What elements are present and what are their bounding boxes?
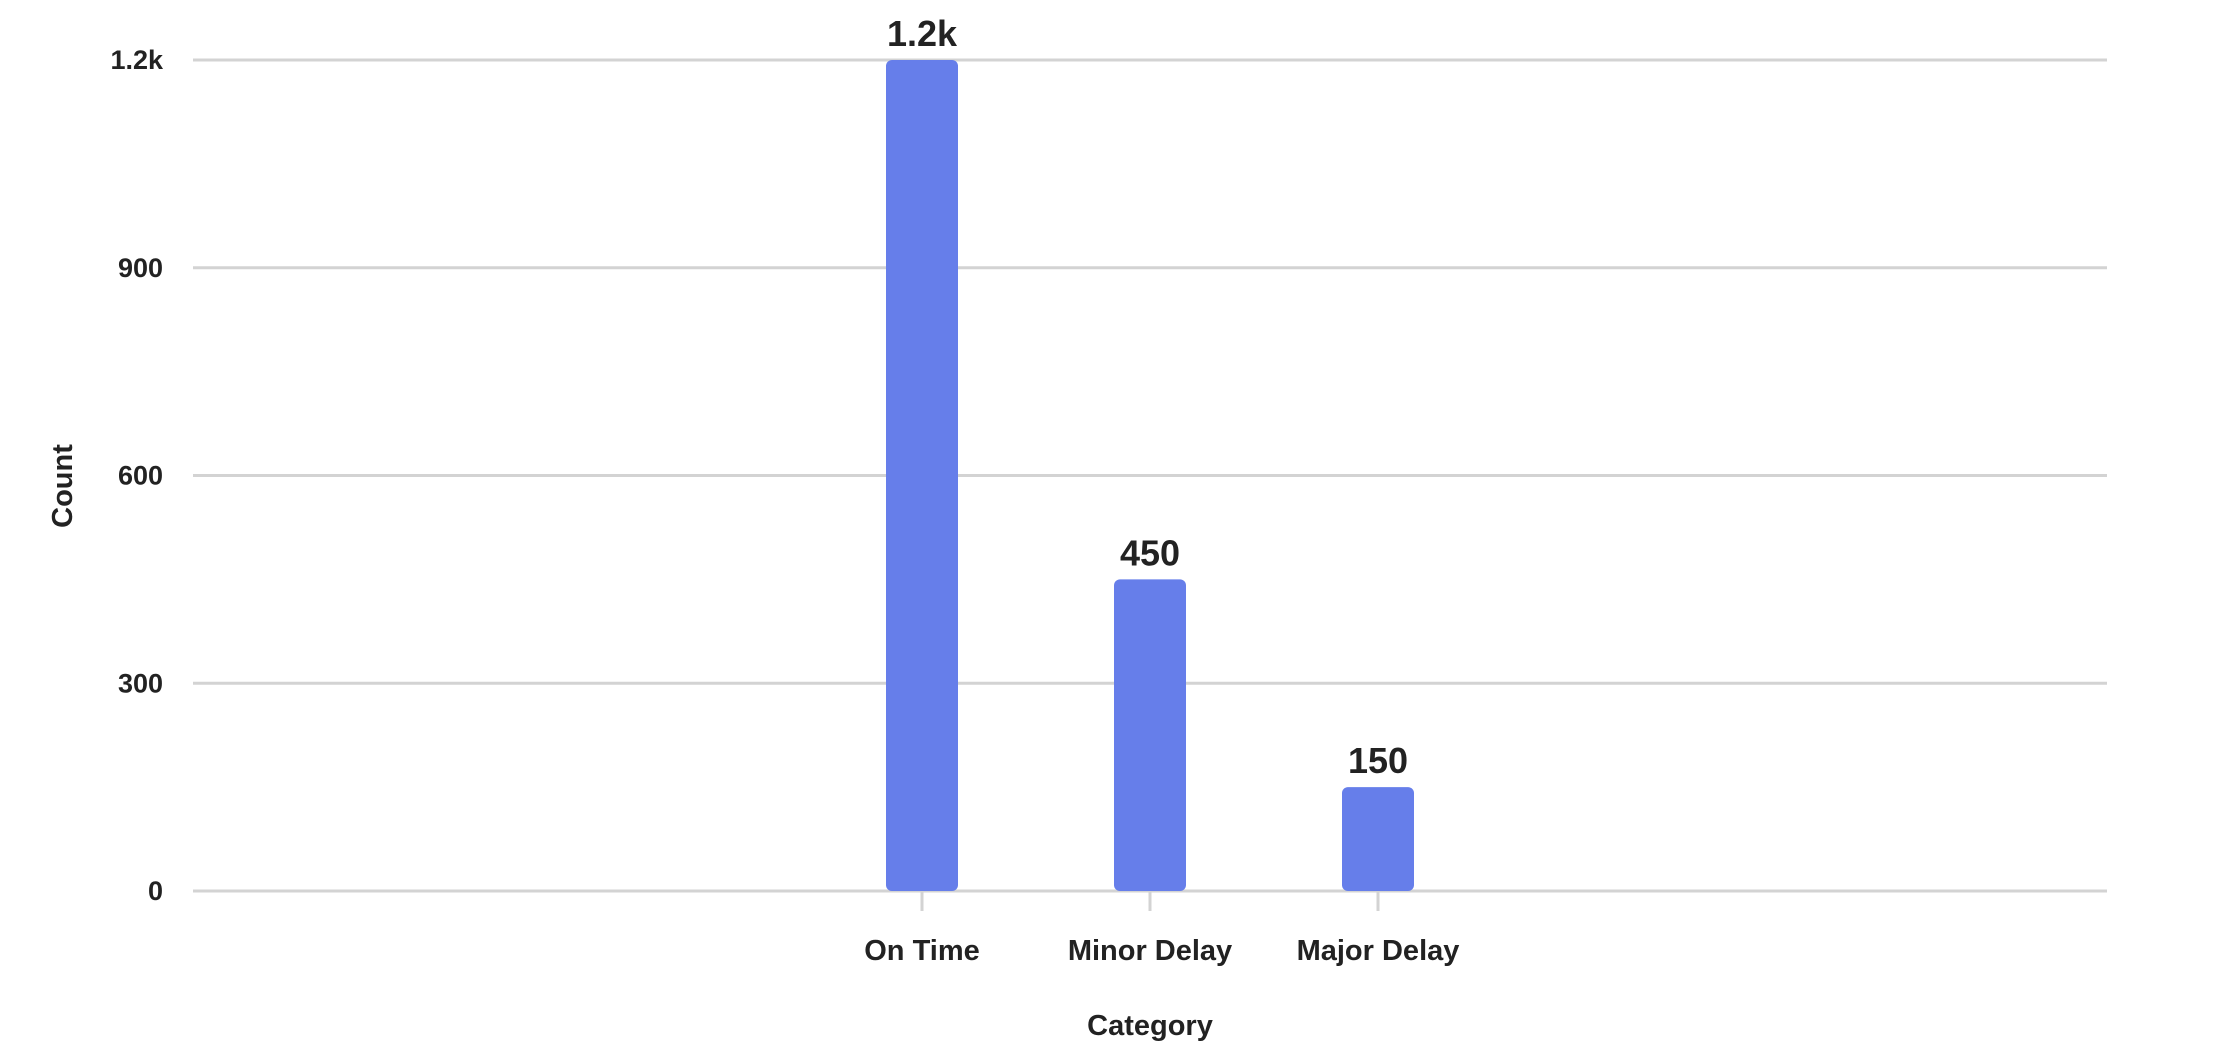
y-axis-title: Count: [47, 444, 79, 528]
x-tick-label: Minor Delay: [1068, 935, 1232, 967]
x-tick-label: On Time: [864, 935, 980, 967]
bar: [1342, 787, 1414, 891]
data-label: 150: [1348, 740, 1408, 781]
y-tick-label: 900: [118, 253, 163, 283]
x-tick-label: Major Delay: [1297, 935, 1460, 967]
data-label: 1.2k: [887, 13, 958, 54]
y-tick-labels: 0 300 600 900 1.2k: [110, 45, 164, 906]
x-axis-title: Category: [1087, 1010, 1213, 1042]
bar: [1114, 579, 1186, 891]
y-tick-label: 300: [118, 668, 163, 698]
y-tick-label: 600: [118, 461, 163, 491]
y-gridlines: [193, 58, 2107, 893]
y-tick-label: 1.2k: [110, 45, 164, 75]
data-label: 450: [1120, 532, 1180, 573]
y-tick-label: 0: [148, 876, 163, 906]
bar: [886, 60, 958, 891]
bars: 1.2k 450 150: [886, 13, 1414, 891]
x-tick-labels: On Time Minor Delay Major Delay: [864, 891, 1459, 967]
